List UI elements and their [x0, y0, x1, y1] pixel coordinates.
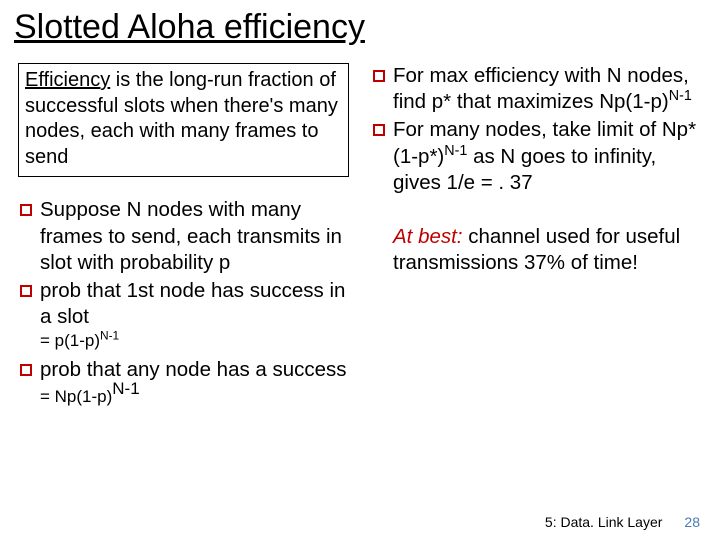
superscript: N-1	[100, 328, 119, 342]
bullet-icon	[373, 70, 385, 82]
bullet-text: For max efficiency with N nodes, find p*…	[393, 63, 702, 115]
bullet-icon	[373, 124, 385, 136]
bullet-text: prob that 1st node has success in a slot	[40, 278, 349, 330]
equation-line: = p(1-p)N-1	[18, 331, 349, 351]
definition-box: Efficiency is the long-run fraction of s…	[18, 63, 349, 177]
bullet-text: Suppose N nodes with many frames to send…	[40, 197, 349, 276]
right-bullet-list: For max efficiency with N nodes, find p*…	[371, 63, 702, 196]
bullet-icon	[20, 364, 32, 376]
superscript: N-1	[112, 379, 139, 398]
bullet-text-a: For max efficiency with N nodes, find p*…	[393, 64, 689, 113]
content-area: Efficiency is the long-run fraction of s…	[0, 49, 720, 411]
bullet-text: prob that any node has a success = Np(1-…	[40, 357, 349, 409]
at-best-block: At best: channel used for useful transmi…	[371, 224, 702, 276]
list-item: prob that any node has a success = Np(1-…	[20, 357, 349, 409]
slide-title: Slotted Aloha efficiency	[0, 0, 720, 49]
list-item: prob that 1st node has success in a slot	[20, 278, 349, 330]
superscript: N-1	[669, 88, 692, 104]
page-number: 28	[684, 514, 700, 530]
equation-text: = p(1-p)	[40, 331, 100, 350]
right-column: For max efficiency with N nodes, find p*…	[371, 63, 702, 411]
list-item: For many nodes, take limit of Np*(1-p*)N…	[373, 117, 702, 196]
footer: 5: Data. Link Layer 28	[545, 514, 700, 530]
left-column: Efficiency is the long-run fraction of s…	[18, 63, 349, 411]
bullet-text: For many nodes, take limit of Np*(1-p*)N…	[393, 117, 702, 196]
superscript: N-1	[444, 143, 467, 159]
at-best-lead: At best:	[393, 225, 463, 248]
bullet-icon	[20, 285, 32, 297]
bullet-text-a: prob that any node has a success	[40, 358, 347, 381]
footer-chapter: 5: Data. Link Layer	[545, 514, 663, 530]
list-item: For max efficiency with N nodes, find p*…	[373, 63, 702, 115]
bullet-icon	[20, 204, 32, 216]
equation-inline: = Np(1-p)	[40, 387, 112, 406]
list-item: Suppose N nodes with many frames to send…	[20, 197, 349, 276]
definition-lead: Efficiency	[25, 69, 110, 91]
left-bullet-list-2: prob that any node has a success = Np(1-…	[18, 357, 349, 409]
left-bullet-list: Suppose N nodes with many frames to send…	[18, 197, 349, 330]
